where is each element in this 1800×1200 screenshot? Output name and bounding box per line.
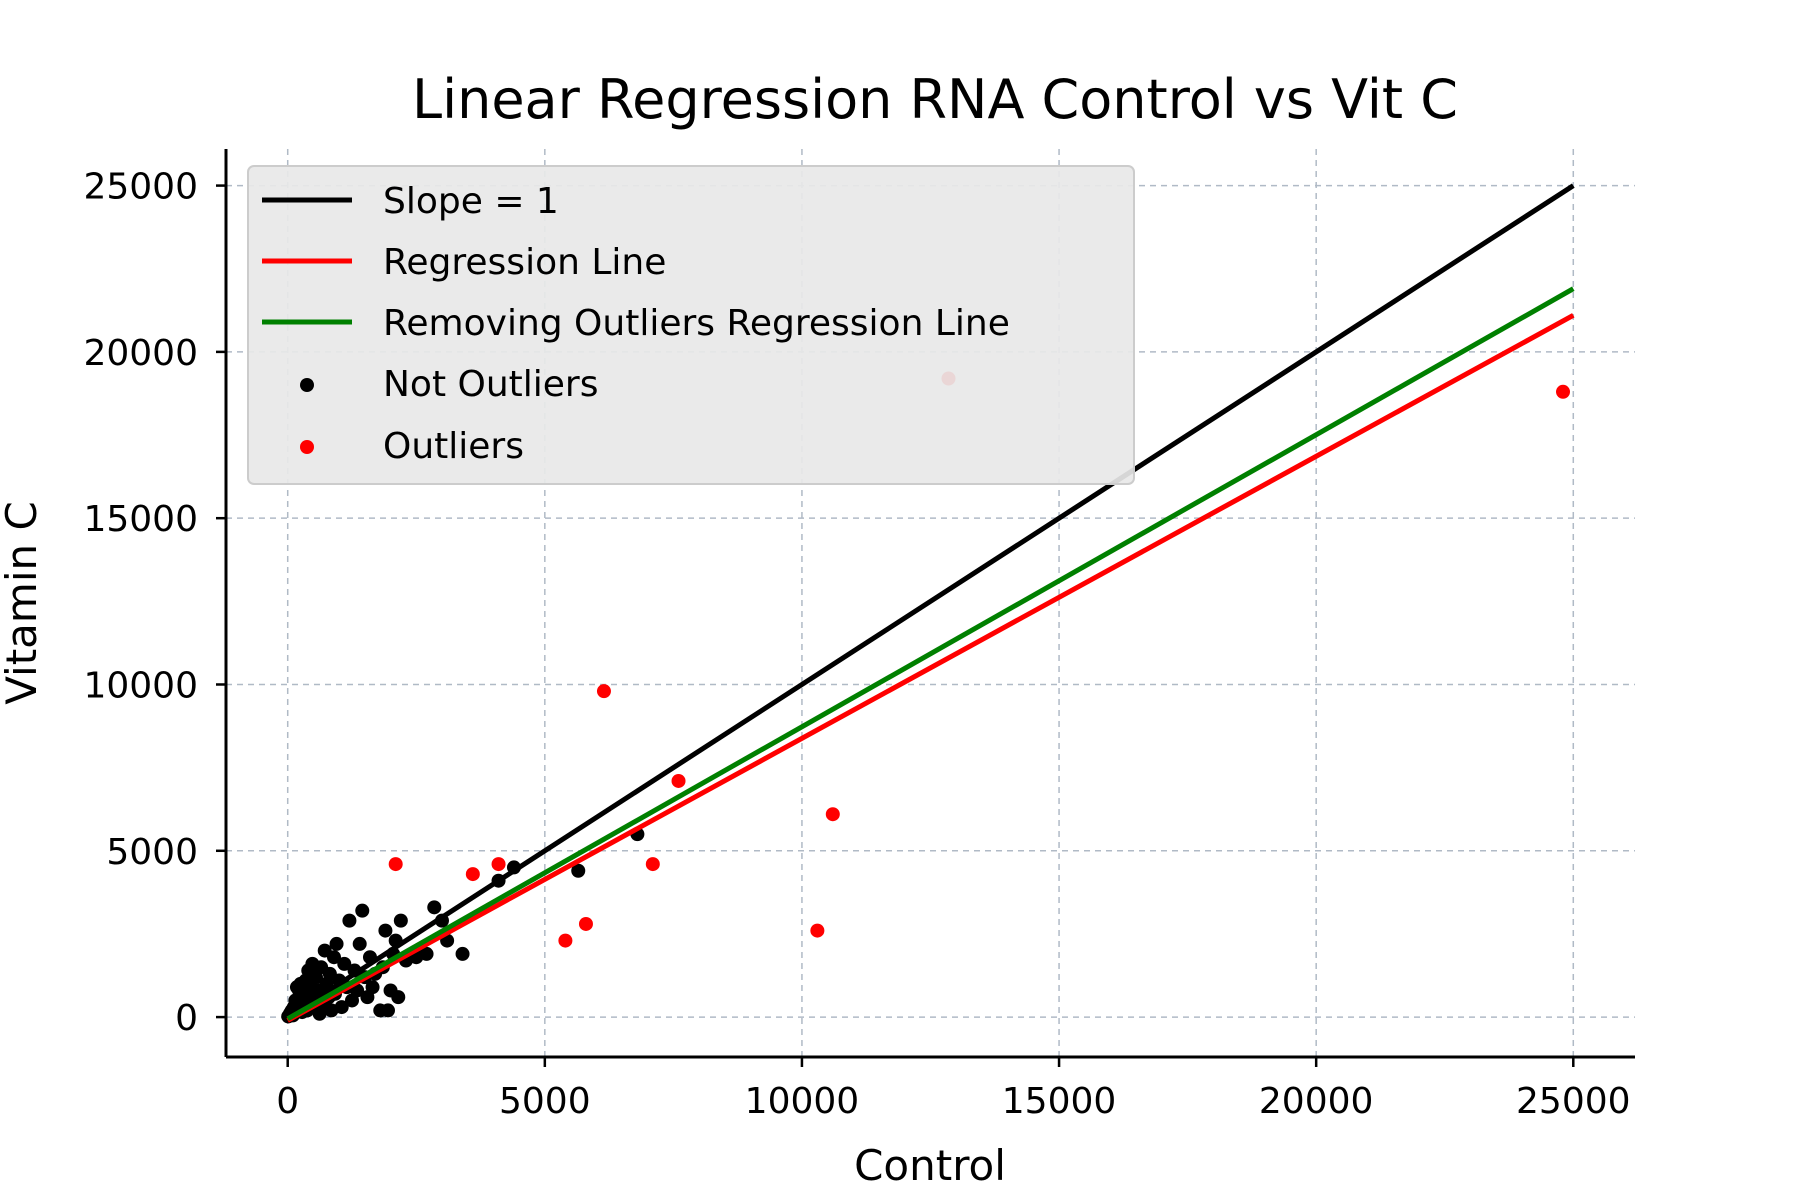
x-tick-label: 0 [276,1081,299,1122]
scatter-point [337,956,352,971]
scatter-point [558,933,573,948]
legend-dot-swatch [300,378,314,392]
series-line [286,286,1575,1021]
x-tick-label: 25000 [1516,1081,1631,1122]
scatter-point [352,936,367,951]
scatter-point [393,913,408,928]
series-line [286,313,1575,1023]
legend: Slope = 1 Regression Line Removing Outlier… [247,165,1135,485]
y-tick-label: 25000 [83,167,198,208]
chart-title: Linear Regression RNA Control vs Vit C [412,68,1458,131]
scatter-point [491,857,506,872]
scatter-point [378,923,393,938]
x-tick-label: 20000 [1259,1081,1374,1122]
scatter-point [1556,384,1571,399]
ticks: 0 5000 10000 15000 20000 25000 0 5000 10000 15000… [83,167,1630,1122]
scatter-point [391,990,406,1005]
legend-label: Outliers [383,426,524,467]
y-tick-label: 10000 [83,665,198,706]
scatter-point [365,980,380,995]
y-axis-label: Vitamin C [0,501,46,705]
legend-label: Regression Line [383,242,666,283]
scatter-point [825,807,840,822]
y-tick-label: 15000 [83,499,198,540]
scatter-point [671,773,686,788]
scatter-point [645,857,660,872]
series-line [286,183,1575,1020]
x-tick-label: 10000 [745,1081,860,1122]
y-tick-label: 0 [175,998,198,1039]
scatter-point [326,950,341,965]
x-tick-label: 5000 [499,1081,591,1122]
scatter-point [578,916,593,931]
scatter-point [419,946,434,961]
scatter-point [342,913,357,928]
plot-area [281,183,1575,1024]
legend-label: Removing Outliers Regression Line [383,303,1010,344]
scatter-point [427,900,442,915]
scatter-point [571,863,586,878]
legend-dot-swatch [300,440,314,454]
scatter-point [388,857,403,872]
legend-box [247,165,1135,485]
scatter-point [355,903,370,918]
scatter-point [329,936,344,951]
scatter-point [455,946,470,961]
scatter-point [810,923,825,938]
legend-label: Slope = 1 [383,181,559,222]
y-tick-label: 5000 [106,832,198,873]
legend-label: Not Outliers [383,364,599,405]
scatter-point [465,867,480,882]
x-axis-label: Control [854,1141,1006,1190]
x-tick-label: 15000 [1002,1081,1117,1122]
scatter-point [334,1000,349,1015]
y-tick-label: 20000 [83,333,198,374]
scatter-point [380,1003,395,1018]
scatter-point [596,684,611,699]
axes [224,149,1635,1059]
